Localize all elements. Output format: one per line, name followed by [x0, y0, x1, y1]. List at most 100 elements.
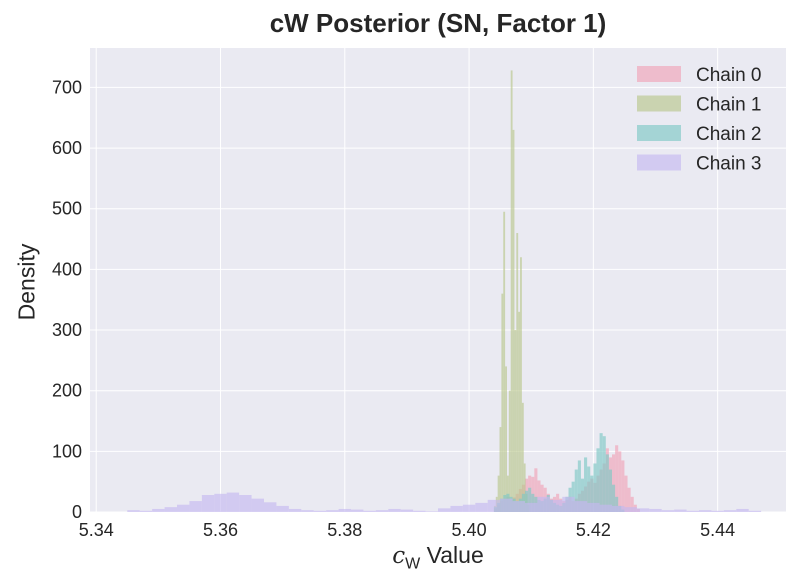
hist-bar-chain-3: [636, 508, 650, 512]
y-tick-label: 700: [52, 77, 82, 97]
hist-bar-chain-2: [525, 490, 529, 512]
hist-bar-chain-1: [521, 402, 524, 512]
hist-bar-chain-3: [251, 498, 264, 512]
hist-bar-chain-3: [276, 505, 289, 512]
hist-bar-chain-2: [590, 475, 594, 512]
y-tick-label: 100: [52, 441, 82, 461]
hist-bar-chain-3: [612, 505, 625, 512]
hist-bar-chain-1: [514, 330, 517, 512]
hist-bar-chain-3: [500, 498, 513, 512]
hist-bar-chain-3: [462, 504, 476, 512]
legend-label: Chain 0: [696, 65, 762, 86]
hist-bar-chain-1: [505, 366, 507, 512]
hist-bar-chain-1: [497, 475, 500, 512]
hist-bar-chain-1: [503, 211, 506, 512]
x-tick-label: 5.40: [452, 520, 487, 540]
x-axis-label-symbol: c: [392, 543, 406, 569]
hist-bar-chain-3: [475, 502, 488, 512]
hist-bar-chain-2: [577, 460, 581, 512]
hist-bar-chain-0: [627, 487, 631, 512]
hist-bar-chain-3: [599, 504, 612, 512]
chart-title: cW Posterior (SN, Factor 1): [269, 8, 607, 38]
hist-bar-chain-2: [608, 469, 612, 512]
hist-bar-chain-1: [523, 463, 526, 512]
hist-bar-chain-3: [699, 510, 712, 512]
legend-swatch: [637, 66, 681, 82]
hist-bar-chain-1: [516, 232, 519, 512]
hist-bar-chain-3: [487, 499, 501, 512]
hist-bar-chain-2: [615, 496, 619, 512]
hist-bar-chain-3: [674, 509, 687, 512]
hist-bar-chain-2: [574, 469, 578, 512]
hist-bar-chain-3: [239, 495, 252, 512]
hist-bar-chain-3: [313, 510, 327, 512]
x-tick-label: 5.42: [576, 520, 611, 540]
hist-bar-chain-3: [587, 502, 600, 512]
legend-swatch: [637, 154, 681, 171]
hist-bar-chain-1: [508, 390, 511, 512]
hist-bar-chain-1: [520, 257, 522, 512]
hist-bar-chain-3: [214, 493, 227, 512]
hist-bar-chain-2: [602, 436, 606, 512]
hist-bar-chain-3: [127, 510, 140, 512]
hist-bar-chain-3: [736, 508, 749, 512]
hist-bar-chain-3: [351, 509, 364, 512]
hist-bar-chain-2: [605, 454, 609, 512]
y-tick-label: 0: [72, 502, 82, 522]
plot-area: [90, 48, 786, 512]
hist-bar-chain-3: [338, 508, 351, 512]
hist-bar-chain-3: [288, 508, 302, 512]
hist-bar-chain-3: [425, 511, 438, 512]
hist-bar-chain-3: [264, 502, 277, 512]
x-tick-label: 5.38: [327, 520, 362, 540]
legend-label: Chain 1: [696, 95, 762, 116]
hist-bar-chain-3: [450, 505, 463, 512]
hist-bar-chain-0: [534, 468, 538, 512]
x-tick-label: 5.36: [203, 520, 238, 540]
legend-swatch: [637, 125, 681, 141]
hist-bar-chain-3: [649, 508, 662, 512]
hist-bar-chain-2: [612, 484, 616, 512]
hist-bar-chain-2: [580, 478, 585, 512]
hist-bar-chain-0: [537, 480, 541, 512]
x-axis-label: cW Value: [90, 542, 786, 574]
hist-bar-chain-3: [525, 502, 538, 512]
hist-bar-chain-3: [139, 510, 153, 512]
hist-bar-chain-3: [375, 510, 389, 512]
hist-bar-chain-0: [618, 451, 622, 512]
hist-bar-chain-1: [512, 129, 515, 512]
hist-bar-chain-3: [152, 508, 165, 512]
hist-bar-chain-3: [189, 501, 202, 512]
hist-bar-chain-3: [363, 510, 376, 512]
hist-bar-chain-1: [518, 311, 521, 512]
x-axis-label-suffix: Value: [420, 542, 484, 568]
hist-bar-chain-3: [301, 510, 314, 512]
hist-bar-chain-3: [512, 501, 525, 512]
y-tick-label: 200: [52, 381, 82, 401]
hist-bar-chain-2: [584, 457, 588, 512]
hist-bar-chain-2: [596, 448, 600, 512]
y-tick-label: 600: [52, 138, 82, 158]
hist-bar-chain-1: [501, 293, 504, 512]
x-axis-label-subscript: W: [405, 555, 421, 573]
hist-bar-chain-0: [615, 445, 619, 512]
legend-label: Chain 3: [696, 154, 762, 175]
hist-bar-chain-0: [621, 460, 625, 512]
hist-bar-chain-3: [549, 499, 563, 512]
legend-swatch: [637, 95, 681, 112]
hist-bar-chain-3: [177, 504, 190, 512]
y-tick-label: 300: [52, 320, 82, 340]
hist-bar-chain-3: [326, 510, 339, 512]
hist-bar-chain-3: [723, 510, 737, 512]
y-tick-label: 500: [52, 199, 82, 219]
y-tick-label: 400: [52, 259, 82, 279]
hist-bar-chain-1: [510, 70, 513, 512]
hist-bar-chain-3: [624, 507, 637, 512]
hist-bar-chain-3: [438, 508, 451, 512]
hist-bar-chain-3: [686, 510, 699, 512]
hist-bar-chain-3: [226, 492, 240, 512]
hist-bar-chain-3: [388, 508, 401, 512]
hist-bar-chain-2: [599, 433, 603, 512]
hist-bar-chain-3: [748, 510, 762, 512]
